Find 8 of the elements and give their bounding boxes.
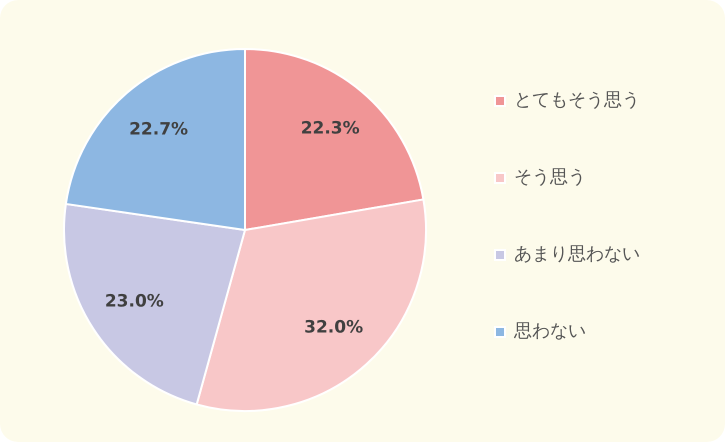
legend-label: とてもそう思う [514, 90, 640, 111]
legend-label: あまり思わない [514, 244, 640, 265]
legend-label: 思わない [513, 320, 586, 342]
legend-label: そう思う [514, 166, 586, 188]
data-label: 23.0% [104, 292, 164, 312]
data-label: 32.0% [304, 317, 364, 338]
data-label: 22.7% [129, 119, 188, 140]
data-label: 22.3% [300, 118, 360, 138]
